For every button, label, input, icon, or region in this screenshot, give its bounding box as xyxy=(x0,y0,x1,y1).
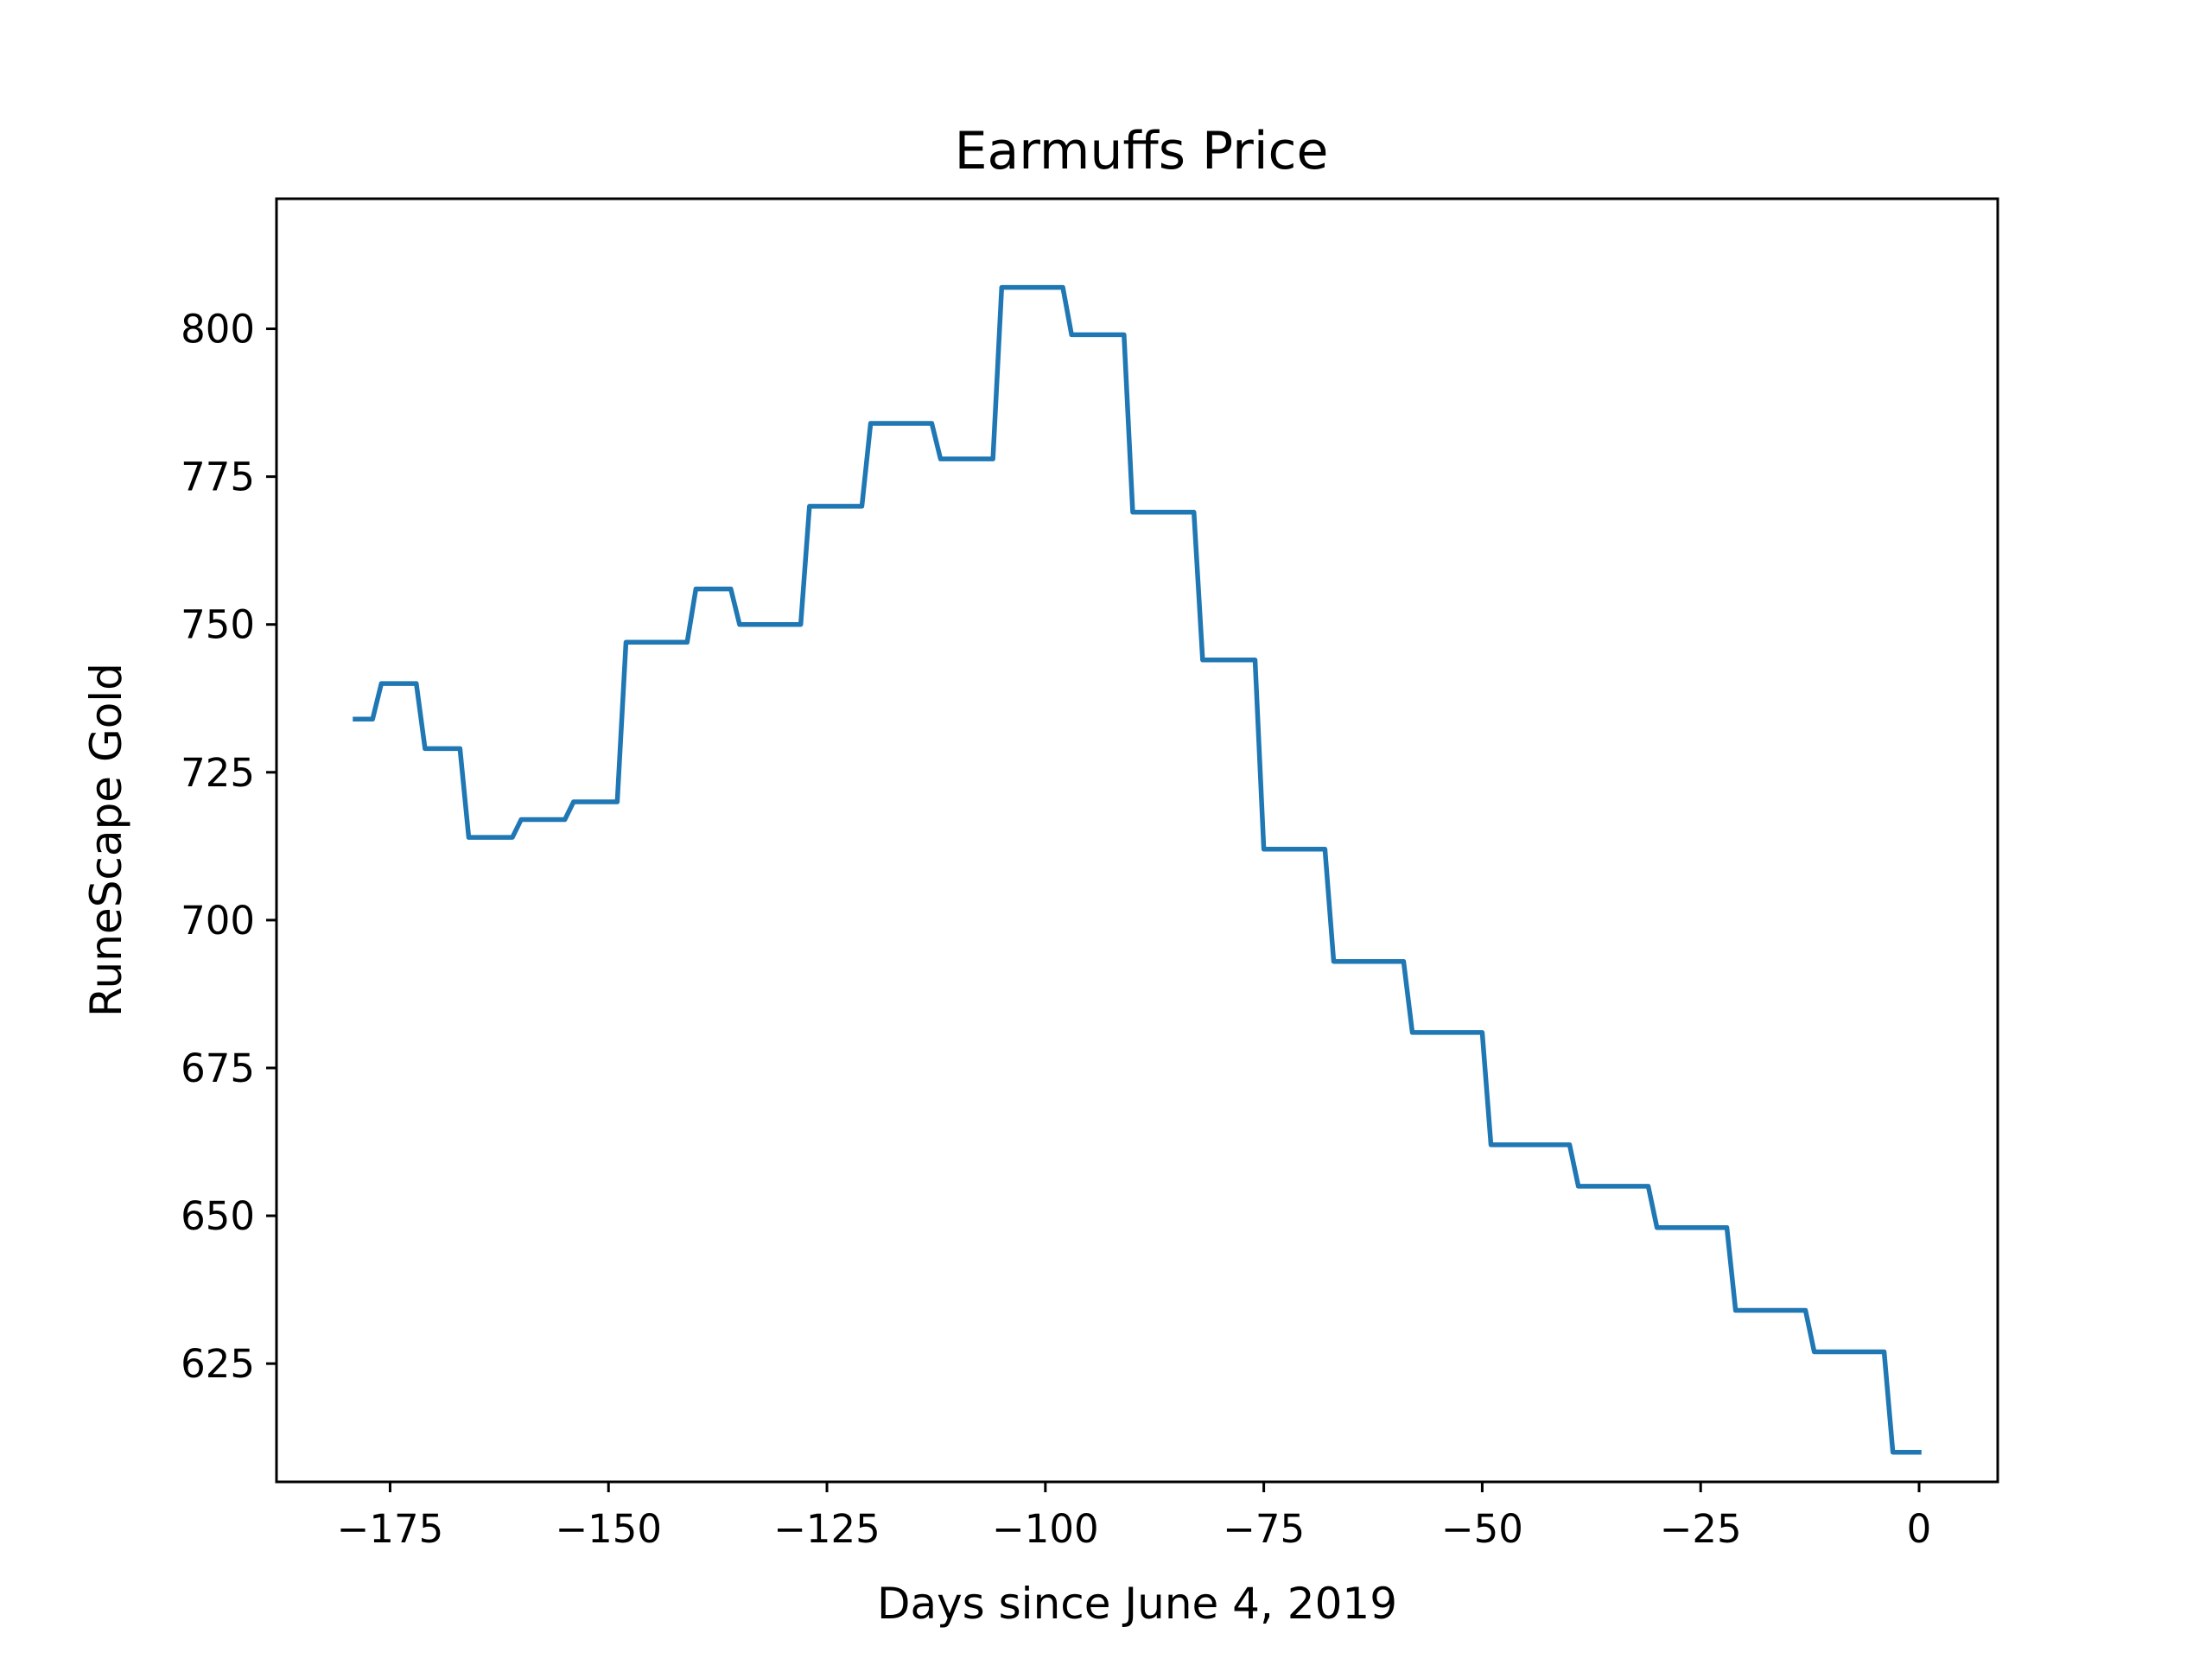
y-axis-title: RuneScape Gold xyxy=(81,663,131,1017)
x-tick-label: −175 xyxy=(337,1506,444,1552)
x-tick-label: −50 xyxy=(1441,1506,1523,1552)
y-tick-label: 625 xyxy=(181,1341,255,1387)
y-tick-label: 675 xyxy=(181,1046,255,1091)
x-tick-label: −100 xyxy=(992,1506,1099,1552)
y-tick-label: 750 xyxy=(181,602,255,648)
x-tick-label: −75 xyxy=(1223,1506,1305,1552)
y-tick-label: 725 xyxy=(181,750,255,796)
x-axis-title: Days since June 4, 2019 xyxy=(877,1579,1397,1629)
series-line-0 xyxy=(353,284,1922,1455)
plot-area-frame xyxy=(275,197,1999,1484)
x-tick-label: −25 xyxy=(1660,1506,1742,1552)
x-tick-label: −125 xyxy=(773,1506,880,1552)
chart-title: Earmuffs Price xyxy=(955,121,1329,181)
y-tick-label: 700 xyxy=(181,898,255,944)
series-layer xyxy=(353,284,1922,1455)
y-tick-label: 650 xyxy=(181,1193,255,1239)
x-tick-label: −150 xyxy=(555,1506,662,1552)
y-axis: 625 650 675 700 725 750 775 800 xyxy=(181,307,276,1387)
y-tick-label: 800 xyxy=(181,307,255,353)
x-tick-label: 0 xyxy=(1907,1506,1932,1552)
y-tick-label: 775 xyxy=(181,454,255,500)
x-axis: −175 −150 −125 −100 −75 −50 −25 0 xyxy=(337,1482,1932,1552)
